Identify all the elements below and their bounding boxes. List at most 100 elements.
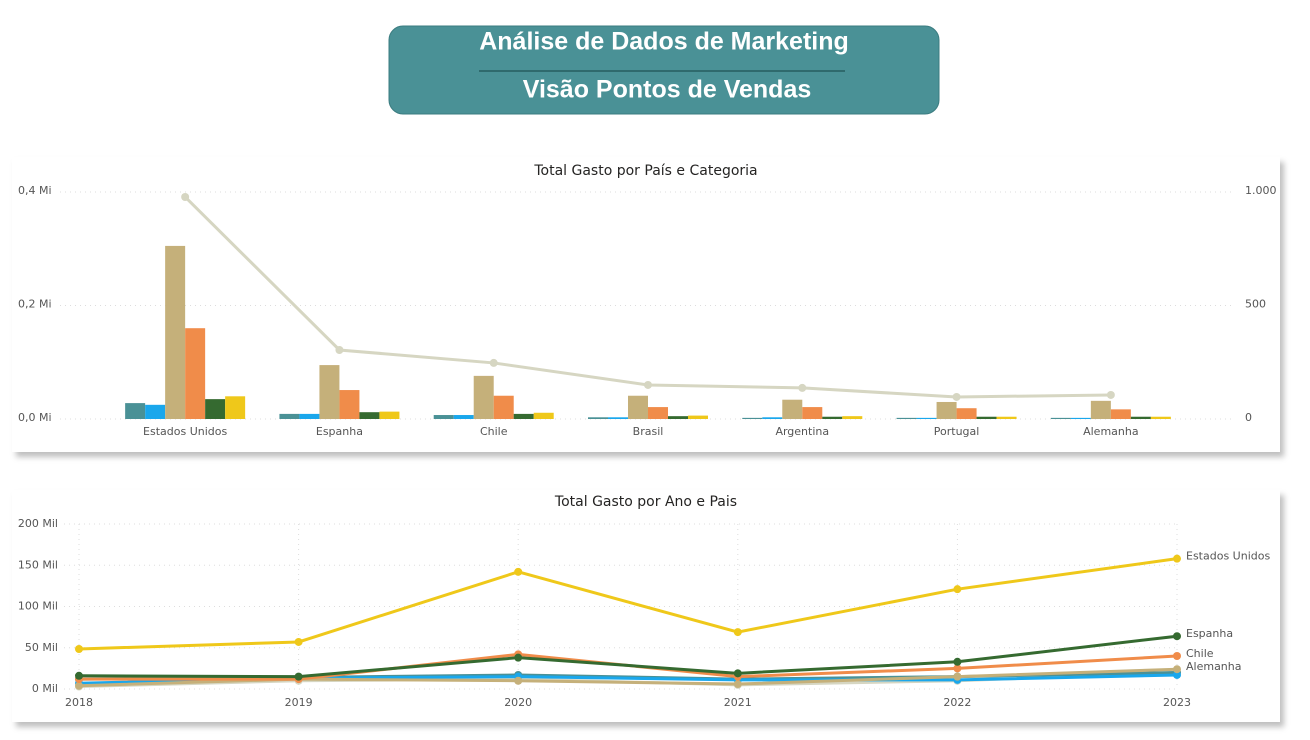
line-point [294,672,303,681]
bar [608,417,628,419]
bar [648,407,668,419]
bar [453,415,474,419]
bar [185,328,206,419]
series-label: Chile [1186,647,1214,660]
line-point [1173,670,1181,679]
y-tick-label: 50 Mil [25,641,58,654]
y2-tick-label: 500 [1245,298,1266,311]
bar [513,413,534,419]
bar [976,416,997,419]
bar [1110,409,1131,419]
y-tick-label: 100 Mil [18,600,58,613]
bar [936,401,957,419]
bar [1070,417,1091,419]
line-point [1173,652,1181,660]
bar [916,417,937,419]
bar [433,415,454,419]
line-point [514,676,523,685]
line-point [733,628,742,637]
line-point [953,657,962,666]
bar [225,396,246,419]
bar [125,403,146,419]
bar [379,411,400,419]
bar [319,365,340,419]
bar [1050,417,1071,419]
line-point [514,653,523,662]
line-point [952,392,961,401]
x-tick-label: Estados Unidos [143,425,227,438]
bar [165,245,186,419]
bar [688,415,708,419]
y-tick-label: 200 Mil [18,517,58,530]
series-label: Espanha [1186,627,1233,640]
line [78,634,1178,679]
line-point [181,192,190,201]
x-tick-label: Portugal [934,425,980,438]
bar [145,404,166,419]
x-tick-label: Argentina [775,425,829,438]
bar [279,413,300,419]
bar [802,407,823,419]
bar [205,399,226,419]
line-point [733,680,742,689]
line-point [75,644,83,653]
series-label: Alemanha [1186,660,1242,673]
line-point [953,672,962,681]
bar [473,375,494,419]
bar [339,390,360,419]
x-tick-label: 2018 [65,696,93,709]
line-point [1173,665,1181,674]
series-label: Estados Unidos [1186,550,1270,563]
bar [996,416,1017,419]
x-tick-label: 2021 [724,696,752,709]
bar [1130,416,1151,419]
x-tick-label: Alemanha [1083,425,1139,438]
x-tick-label: 2020 [504,696,532,709]
line-point [75,671,83,680]
line-point [953,585,962,594]
line-point [798,383,807,392]
y2-tick-label: 0 [1245,411,1252,424]
bar [628,395,648,419]
y-tick-label: 0,0 Mi [18,411,52,424]
line [78,557,1178,651]
line-point [75,681,83,690]
line-point [733,669,742,678]
bar [822,416,843,419]
y-tick-label: 0 Mil [32,682,58,695]
bar [762,417,783,419]
bar [359,412,380,419]
x-tick-label: 2022 [943,696,971,709]
line-point [335,345,344,354]
header-subtitle: Visão Pontos de Vendas [523,76,812,104]
bar [782,399,803,419]
bar [493,395,514,419]
x-tick-label: 2023 [1163,696,1191,709]
bar [956,408,977,419]
line-point [644,380,652,389]
line-point [1106,390,1115,399]
line-point [514,567,523,576]
bar [588,417,608,419]
line-point [1173,554,1181,563]
bar [299,413,320,419]
x-tick-label: 2019 [285,696,313,709]
bar [842,416,863,419]
x-tick-label: Brasil [633,425,664,438]
bar [1090,400,1111,419]
chart-title: Total Gasto por Ano e Pais [554,494,737,510]
line-point [294,637,303,646]
y-tick-label: 0,4 Mi [18,184,52,197]
y-tick-label: 150 Mil [18,558,58,571]
chart-title: Total Gasto por País e Categoria [533,163,757,179]
y2-tick-label: 1.000 [1245,184,1277,197]
bar [533,412,554,419]
x-tick-label: Espanha [316,425,363,438]
line-point [1173,632,1181,641]
y-tick-label: 0,2 Mi [18,298,52,311]
x-tick-label: Chile [480,425,508,438]
line-point [489,358,498,367]
bar [1150,416,1171,419]
